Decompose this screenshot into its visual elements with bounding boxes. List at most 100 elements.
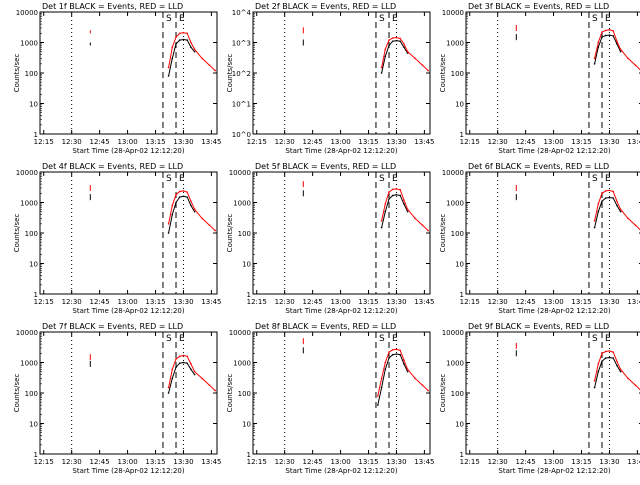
y-axis-title: Counts/sec: [226, 54, 234, 93]
data-point-events: [597, 46, 600, 49]
data-point-lld: [201, 57, 203, 60]
data-point-lld: [604, 29, 607, 32]
data-point-events: [167, 392, 170, 394]
x-tick-label: 13:15: [358, 458, 378, 466]
x-tick-label: 12:15: [247, 458, 267, 466]
data-point-events: [616, 43, 618, 45]
data-point-lld: [616, 40, 618, 43]
data-point-lld: [208, 64, 211, 67]
data-point-lld: [377, 395, 379, 397]
x-axis-title: Start Time (28-Apr-02 12:12:20): [498, 467, 610, 475]
series-events: [377, 353, 409, 406]
marker-label-e: E: [392, 334, 398, 344]
data-point-lld: [175, 358, 177, 360]
data-point-lld: [186, 355, 188, 358]
data-point-lld: [167, 386, 170, 389]
x-tick-label: 12:30: [275, 458, 295, 466]
data-point-events: [395, 193, 398, 196]
marker-label-s: S: [166, 334, 172, 344]
x-tick-label: 13:30: [173, 458, 193, 466]
marker-label-e: E: [179, 14, 185, 24]
y-tick-label: 10000: [442, 169, 464, 177]
plot-frame: [465, 171, 640, 295]
chart-panel-3: Det 3f BLACK = Events, RED = LLD 1 10 100 10…: [439, 2, 640, 155]
data-point-events: [182, 195, 185, 198]
y-tick-label: 10^3: [232, 40, 251, 48]
data-point-events: [377, 404, 379, 406]
y-axis-title: Counts/sec: [439, 374, 447, 413]
y-tick-label: 100: [238, 230, 251, 238]
data-point-events: [171, 213, 174, 216]
marker-label-s: S: [592, 174, 598, 184]
data-point-events: [619, 210, 622, 213]
data-point-events: [391, 353, 394, 356]
x-tick-label: 12:30: [275, 298, 295, 306]
plot-frame: [39, 331, 218, 455]
y-tick-label: 10^1: [232, 101, 251, 109]
data-point-lld: [406, 208, 409, 211]
plot-frame: [252, 11, 431, 135]
data-point-lld: [208, 224, 211, 227]
series-events: [594, 197, 622, 228]
plot-frame: [39, 11, 218, 135]
x-tick-label: 13:45: [627, 458, 640, 466]
x-tick-label: 13:30: [599, 138, 619, 146]
y-tick-label: 100: [25, 230, 38, 238]
data-point-events: [171, 377, 174, 380]
x-tick-label: 13:15: [145, 458, 165, 466]
data-point-lld: [186, 191, 188, 193]
data-point-lld: [597, 203, 600, 205]
y-tick-label: 10000: [442, 9, 464, 17]
data-point-lld: [421, 224, 424, 227]
y-tick-label: 1000: [446, 200, 464, 208]
x-tick-label: 13:00: [543, 138, 563, 146]
y-axis-title: Counts/sec: [226, 214, 234, 253]
data-point-lld: [175, 193, 177, 196]
data-point-lld: [616, 200, 618, 203]
marker-label-s: S: [592, 334, 598, 344]
y-tick-label: 10: [455, 101, 464, 109]
y-tick-label: 1000: [20, 360, 38, 368]
data-point-events: [406, 370, 409, 373]
data-point-lld: [601, 192, 603, 195]
data-point-lld: [171, 46, 174, 49]
data-point-lld: [395, 36, 398, 39]
data-point-events: [190, 46, 192, 49]
x-tick-label: 12:15: [34, 138, 54, 146]
series-events: [381, 40, 409, 74]
data-point-events: [186, 39, 188, 41]
data-point-lld: [634, 64, 637, 67]
y-tick-label: 1: [460, 291, 464, 299]
marker-label-e: E: [179, 174, 185, 184]
series-events: [594, 357, 622, 388]
x-tick-label: 13:00: [330, 298, 350, 306]
data-point-events: [616, 364, 618, 367]
data-point-lld: [619, 368, 622, 371]
x-tick-label: 13:45: [627, 298, 640, 306]
x-axis-title: Start Time (28-Apr-02 12:12:20): [498, 147, 610, 155]
x-tick-label: 12:15: [34, 458, 54, 466]
x-tick-label: 12:45: [303, 458, 323, 466]
plot-frame: [39, 171, 218, 295]
data-point-lld: [619, 208, 622, 211]
data-point-events: [604, 357, 607, 359]
chart-title: Det 3f BLACK = Events, RED = LLD: [468, 2, 609, 11]
x-tick-label: 12:30: [62, 458, 82, 466]
chart-panel-4: Det 4f BLACK = Events, RED = LLD 1 10 100 10…: [13, 162, 222, 315]
data-point-events: [608, 196, 611, 199]
data-point-lld: [427, 389, 429, 392]
y-tick-label: 100: [451, 230, 464, 238]
series-events: [381, 194, 409, 228]
data-point-lld: [388, 39, 390, 41]
y-axis-title: Counts/sec: [13, 54, 21, 93]
y-tick-label: 100: [25, 390, 38, 398]
chart-panel-2: Det 2f BLACK = Events, RED = LLD 10^0 10^1…: [226, 2, 435, 155]
chart-panel-7: Det 7f BLACK = Events, RED = LLD 1 10 100 10…: [13, 322, 222, 475]
data-point-events: [193, 210, 196, 213]
data-point-lld: [171, 368, 174, 371]
data-point-events: [399, 194, 401, 197]
data-point-lld: [388, 351, 390, 353]
data-point-lld: [384, 48, 387, 51]
x-tick-label: 13:45: [414, 138, 434, 146]
data-point-lld: [167, 66, 170, 69]
